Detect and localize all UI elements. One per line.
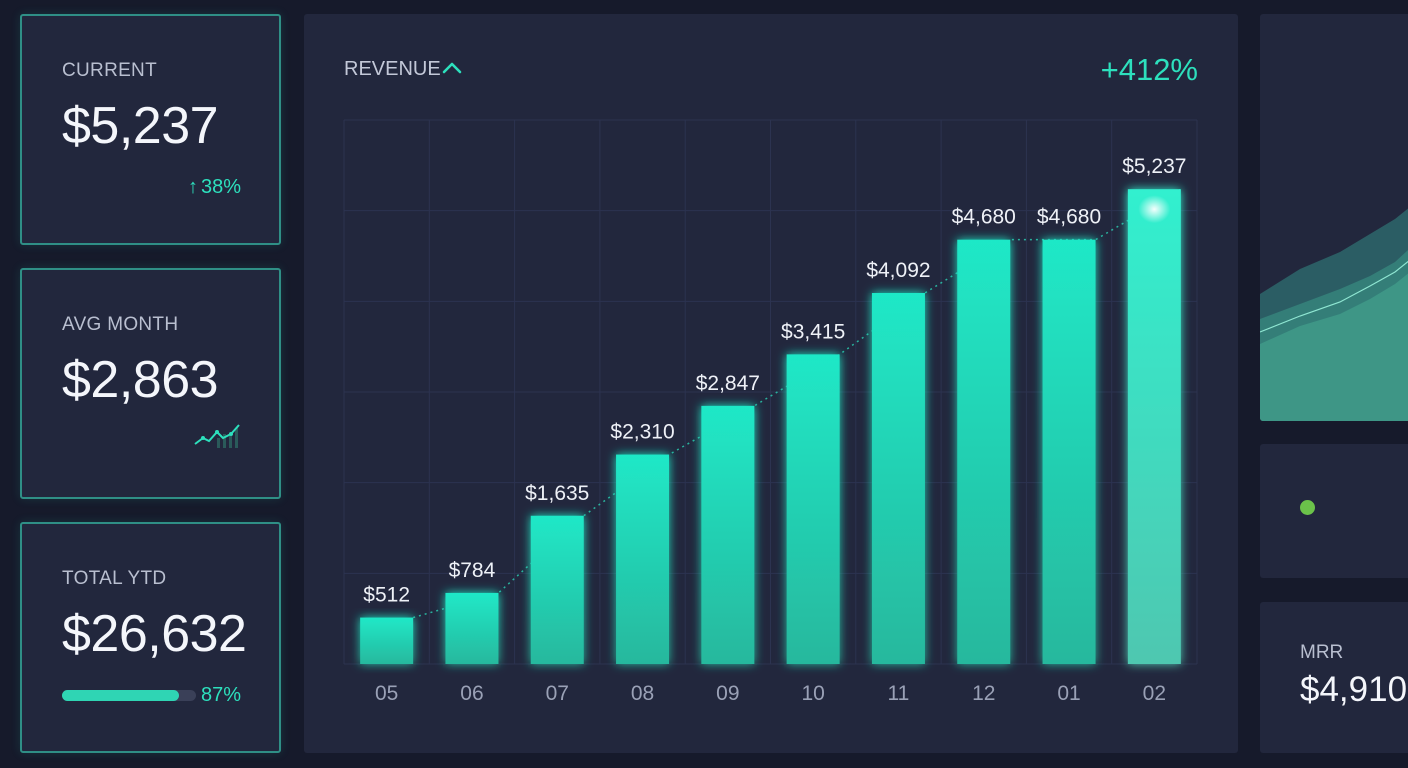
data-label: $4,092: [866, 259, 930, 282]
data-label: $2,310: [610, 421, 674, 444]
current-change: ↑ 38%: [188, 176, 241, 199]
bar-12[interactable]: [957, 239, 1011, 664]
area-chart-panel: [1260, 14, 1408, 421]
current-change-value: 38%: [200, 176, 241, 198]
data-label: $784: [449, 559, 496, 582]
avg-month-card: AVG MONTH $2,863: [20, 268, 281, 499]
x-tick-label: 09: [716, 682, 739, 705]
x-tick-label: 07: [546, 682, 569, 705]
ytd-progress-percent: 87%: [200, 684, 241, 706]
x-tick-label: 02: [1143, 682, 1166, 705]
total-ytd-card: TOTAL YTD $26,632 87%: [20, 522, 281, 753]
data-label: $4,680: [1037, 206, 1101, 229]
chart-title: REVENUE: [344, 58, 441, 80]
total-ytd-label: TOTAL YTD: [62, 568, 167, 589]
x-tick-label: 11: [888, 682, 910, 705]
current-label: CURRENT: [62, 60, 157, 81]
status-panel: [1260, 444, 1408, 578]
x-tick-label: 10: [801, 682, 824, 705]
revenue-bar-chart: $512 05 $784 06 $1,635 07 $2,310 08 $2,847 09 $3,4…: [343, 119, 1198, 705]
x-tick-label: 08: [631, 682, 654, 705]
data-label: $2,847: [696, 372, 760, 395]
ytd-progress-fill: [62, 690, 179, 701]
chevron-up-icon[interactable]: [442, 60, 462, 74]
highlight-glow: [1138, 195, 1171, 224]
bar-06[interactable]: [445, 592, 499, 664]
x-tick-label: 01: [1057, 682, 1080, 705]
data-label: $1,635: [525, 482, 589, 505]
bar-01[interactable]: [1042, 239, 1096, 664]
bar-11[interactable]: [871, 292, 925, 664]
revenue-chart-panel: REVENUE +412% $512 05 $784 06 $: [304, 14, 1238, 753]
mrr-card: MRR $4,910: [1260, 602, 1408, 753]
mrr-label: MRR: [1300, 642, 1344, 663]
current-value: $5,237: [62, 97, 219, 155]
growth-percent: +412%: [1100, 52, 1198, 87]
arrow-up-icon: ↑: [187, 176, 198, 198]
x-tick-label: 05: [375, 682, 398, 705]
data-label: $5,237: [1122, 155, 1186, 178]
bar-07[interactable]: [530, 515, 584, 664]
x-tick-label: 12: [972, 682, 995, 705]
avg-month-value: $2,863: [62, 351, 219, 409]
data-label: $4,680: [952, 206, 1016, 229]
total-ytd-value: $26,632: [62, 605, 247, 663]
x-tick-label: 06: [460, 682, 483, 705]
bar-08[interactable]: [616, 454, 670, 664]
bar-10[interactable]: [786, 354, 840, 664]
status-indicator: [1300, 500, 1315, 515]
mrr-value: $4,910: [1300, 670, 1408, 709]
area-chart-graphic: [1260, 208, 1408, 421]
bar-09[interactable]: [701, 405, 755, 664]
sparkline-icon: [194, 424, 240, 448]
bar-02[interactable]: [1127, 189, 1181, 665]
bar-05[interactable]: [360, 617, 414, 664]
ytd-progress-bar: [62, 690, 196, 701]
current-card: CURRENT $5,237 ↑ 38%: [20, 14, 281, 245]
avg-month-label: AVG MONTH: [62, 314, 179, 335]
data-label: $512: [363, 584, 410, 607]
data-label: $3,415: [781, 320, 845, 343]
